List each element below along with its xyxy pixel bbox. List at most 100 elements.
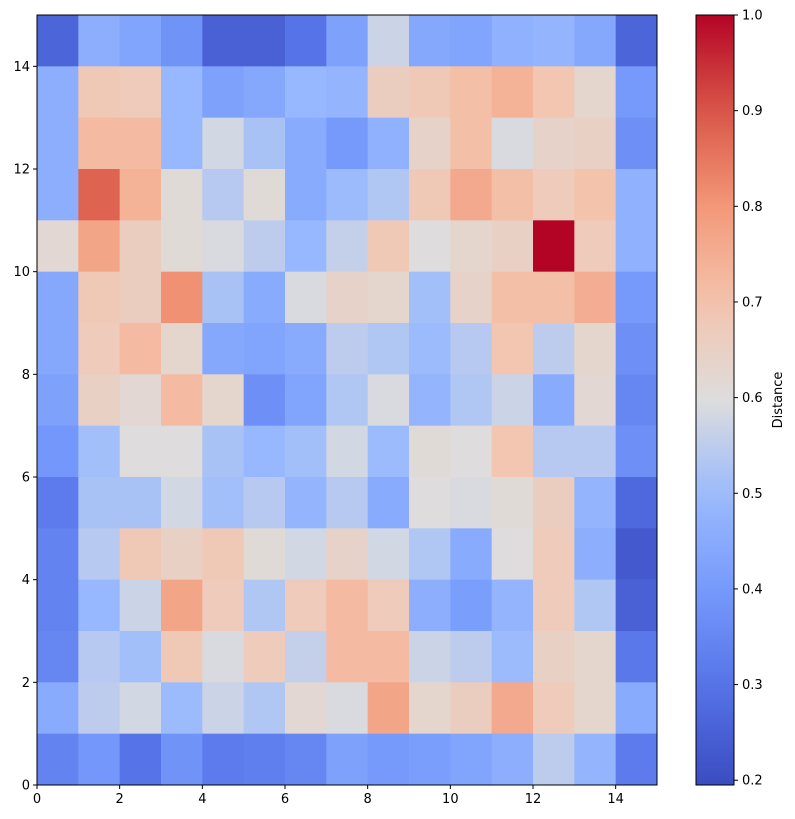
heatmap-cell [615,579,658,632]
colorbar-tick-label: 0.4 [742,582,763,597]
heatmap-cell [78,117,121,170]
heatmap-cell [615,631,658,683]
heatmap-cell [243,66,286,119]
heatmap-cell [78,528,121,581]
heatmap-cell [161,733,203,786]
heatmap-cell [491,323,534,375]
heatmap-cell [491,220,534,273]
heatmap-cell [78,733,121,786]
heatmap-cell [78,271,121,324]
heatmap-cell [161,15,203,67]
y-tick-label: 2 [22,676,30,691]
heatmap-cell [491,117,534,170]
heatmap-cell [533,425,575,478]
heatmap-cell [450,631,493,683]
heatmap-cell [202,579,245,632]
y-tick-label: 8 [22,368,30,383]
heatmap-cell [450,477,493,529]
heatmap-cell [202,117,245,170]
heatmap-cell [285,66,327,119]
heatmap-cell [367,271,410,324]
heatmap-cell [409,425,451,478]
heatmap-cell [161,579,203,632]
heatmap-cell [285,425,327,478]
heatmap-cell [243,15,286,67]
y-tick-label: 6 [22,471,30,486]
heatmap-cell [202,425,245,478]
heatmap-cell [491,15,534,67]
heatmap-cell [285,374,327,427]
colorbar-label: Distance [771,372,786,429]
heatmap-cell [326,323,369,375]
heatmap-cell [285,271,327,324]
heatmap-cell [161,169,203,221]
heatmap-cell [37,117,79,170]
heatmap-cell [37,169,79,221]
heatmap-cell [37,15,79,67]
heatmap-cell [285,733,327,786]
heatmap-cell [367,374,410,427]
heatmap-cell [243,682,286,735]
heatmap-cell [574,15,617,67]
heatmap-cell [37,579,79,632]
heatmap-cell [37,631,79,683]
heatmap-cell [367,220,410,273]
heatmap-cell [326,271,369,324]
heatmap-cell [409,117,451,170]
heatmap-cell [243,117,286,170]
colorbar-ticks: 0.2 0.3 0.4 0.5 0.6 0.7 0.8 0.9 1.0 [734,9,763,789]
y-axis: 0 2 4 6 8 10 12 14 [13,60,37,794]
heatmap-cell [119,425,162,478]
heatmap-cell [37,271,79,324]
x-tick-label: 8 [364,792,372,807]
heatmap-cell [285,117,327,170]
heatmap-cell [533,477,575,529]
heatmap-cell [202,169,245,221]
colorbar-tick-label: 0.2 [742,774,763,789]
heatmap-cell [37,425,79,478]
heatmap-cell [615,477,658,529]
heatmap-cell [574,323,617,375]
heatmap-cell [409,682,451,735]
heatmap-cell [409,220,451,273]
heatmap-cell [202,66,245,119]
heatmap-cell [533,117,575,170]
x-tick-label: 6 [281,792,289,807]
heatmap-cell [285,579,327,632]
heatmap-cell [285,631,327,683]
heatmap-cell [202,682,245,735]
colorbar-tick-label: 0.9 [742,104,763,119]
heatmap-cell [574,66,617,119]
heatmap-cell [119,682,162,735]
heatmap-cell [574,682,617,735]
heatmap-cell [615,528,658,581]
y-tick-label: 14 [13,60,30,75]
heatmap-cell [367,425,410,478]
heatmap-cell [202,323,245,375]
heatmap-cell [243,425,286,478]
heatmap-cell [409,169,451,221]
heatmap-cell [326,374,369,427]
heatmap-cell [491,425,534,478]
heatmap-cell [119,15,162,67]
heatmap-cell [161,477,203,529]
heatmap-cell [409,733,451,786]
colorbar-tick-label: 1.0 [742,9,763,24]
heatmap-cell [326,15,369,67]
heatmap-cell [119,374,162,427]
heatmap-cell [119,271,162,324]
colorbar [696,15,734,785]
heatmap-cell [615,117,658,170]
heatmap-cell [161,117,203,170]
heatmap-cell [450,528,493,581]
heatmap-cell [574,631,617,683]
heatmap-cell [243,477,286,529]
heatmap-cell [450,733,493,786]
heatmap-cell [367,733,410,786]
heatmap-cell [409,323,451,375]
heatmap-cell [450,169,493,221]
heatmap-cell [119,477,162,529]
heatmap-cell [119,220,162,273]
heatmap-cell [533,15,575,67]
heatmap-cell [243,528,286,581]
